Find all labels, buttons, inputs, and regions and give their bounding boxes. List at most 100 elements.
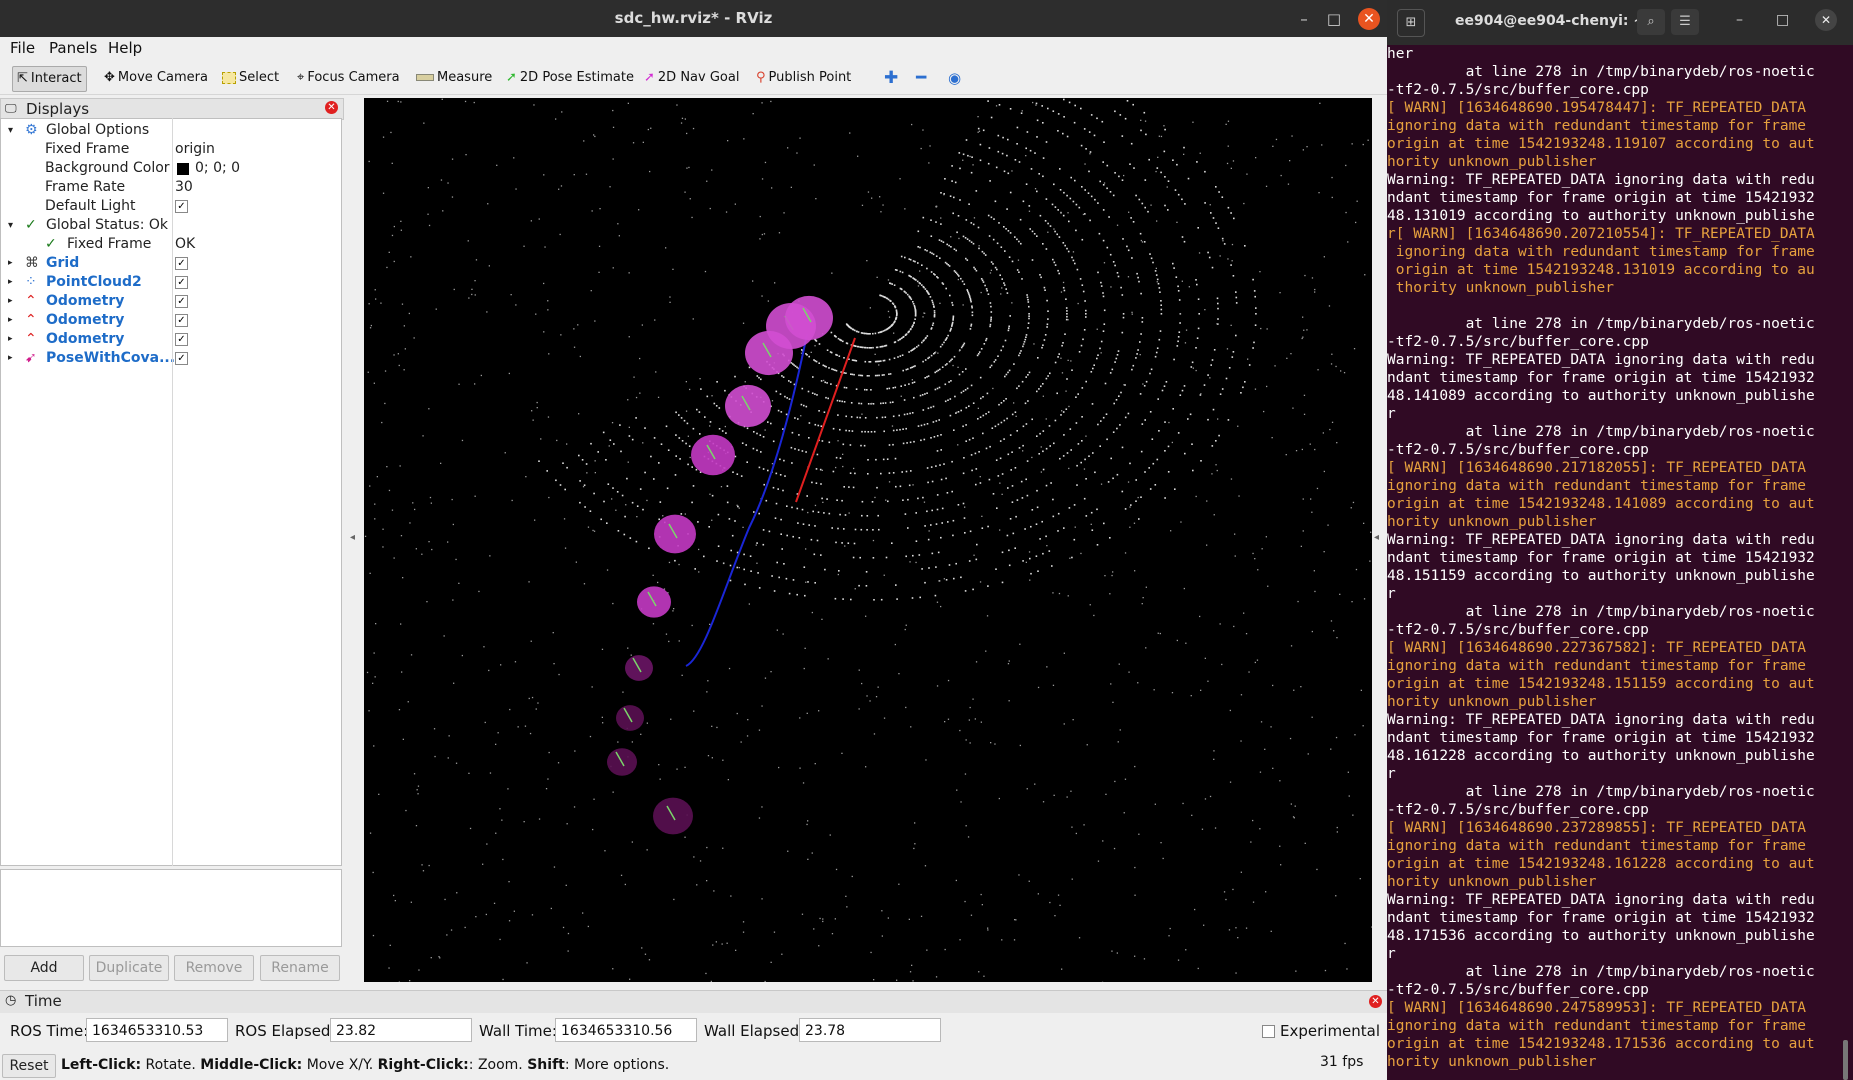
cloud-point <box>428 224 431 227</box>
tree-column-divider[interactable] <box>172 118 173 866</box>
checkbox[interactable]: ✓ <box>175 257 188 270</box>
cloud-point <box>925 290 928 292</box>
expand-arrow-icon[interactable]: ▸ <box>8 353 13 363</box>
cloud-point <box>1027 374 1029 376</box>
tree-row-status-fixed-frame[interactable]: ✓ Fixed Frame OK <box>1 235 341 254</box>
tree-row-pose-with-covariance[interactable]: ▸ ➹ PoseWithCova... ✓ <box>1 349 341 368</box>
cloud-point <box>832 470 835 473</box>
add-tool-icon[interactable]: ✚ <box>884 68 899 88</box>
cloud-point <box>453 682 455 684</box>
cloud-point <box>408 312 410 315</box>
rename-button[interactable]: Rename <box>260 955 340 981</box>
minimize-icon[interactable]: – <box>1736 12 1743 28</box>
maximize-icon[interactable]: □ <box>1326 10 1342 28</box>
move-camera-tool[interactable]: ✥ Move Camera <box>100 66 212 90</box>
cloud-point <box>777 488 779 490</box>
cloud-point <box>782 633 784 635</box>
checkbox[interactable]: ✓ <box>175 352 188 365</box>
terminal-output[interactable]: her at line 278 in /tmp/binarydeb/ros-no… <box>1387 45 1853 1080</box>
duplicate-button[interactable]: Duplicate <box>89 955 169 981</box>
expand-arrow-icon[interactable]: ▸ <box>8 258 13 268</box>
cloud-point <box>1318 192 1320 194</box>
panel-close-icon[interactable]: ✕ <box>1369 995 1382 1008</box>
cloud-point <box>1102 840 1104 842</box>
ros-elapsed-field[interactable]: 23.82 <box>330 1018 472 1042</box>
terminal-titlebar[interactable]: ⊞ ee904@ee904-chenyi: ~ ⌕ ☰ – □ ✕ <box>1387 0 1853 45</box>
new-tab-icon[interactable]: ⊞ <box>1397 9 1425 37</box>
collapse-arrow-icon[interactable]: ▾ <box>8 125 14 136</box>
checkbox[interactable]: ✓ <box>175 295 188 308</box>
close-icon[interactable]: ✕ <box>1815 9 1837 31</box>
tree-row-grid[interactable]: ▸ ⌘ Grid ✓ <box>1 254 341 273</box>
tree-row-background-color[interactable]: Background Color 0; 0; 0 <box>1 159 341 178</box>
menu-panels[interactable]: Panels <box>49 39 98 57</box>
close-icon[interactable]: ✕ <box>1358 8 1380 30</box>
tree-row-default-light[interactable]: Default Light ✓ <box>1 197 341 216</box>
left-splitter-handle[interactable]: ◂ <box>350 532 356 543</box>
checkbox[interactable]: ✓ <box>175 314 188 327</box>
color-swatch[interactable] <box>177 163 189 175</box>
maximize-icon[interactable]: □ <box>1776 12 1790 28</box>
scene-canvas[interactable] <box>364 98 1373 983</box>
cloud-point <box>1070 449 1072 451</box>
tree-row-odometry[interactable]: ▸ ⌃ Odometry ✓ <box>1 311 341 330</box>
collapse-arrow-icon[interactable]: ▾ <box>8 220 14 231</box>
tree-row-pointcloud2[interactable]: ▸ ⁘ PointCloud2 ✓ <box>1 273 341 292</box>
cloud-point <box>1084 300 1086 302</box>
add-button[interactable]: Add <box>4 955 84 981</box>
tree-row-global-status[interactable]: ▾ ✓ Global Status: Ok <box>1 216 341 235</box>
cloud-point <box>433 728 436 730</box>
right-splitter-handle[interactable]: ◂ <box>1374 532 1380 543</box>
search-icon[interactable]: ⌕ <box>1637 9 1665 35</box>
tree-row-frame-rate[interactable]: Frame Rate 30 <box>1 178 341 197</box>
tree-row-odometry[interactable]: ▸ ⌃ Odometry ✓ <box>1 330 341 349</box>
row-value[interactable]: 30 <box>175 179 193 195</box>
property-description <box>0 869 342 947</box>
menu-file[interactable]: File <box>10 39 36 57</box>
focus-camera-tool[interactable]: ⌖ Focus Camera <box>293 66 404 90</box>
ros-time-field[interactable]: 1634653310.53 <box>86 1018 228 1042</box>
expand-arrow-icon[interactable]: ▸ <box>8 277 13 287</box>
render-viewport[interactable] <box>364 98 1373 983</box>
terminal-scrollbar[interactable] <box>1843 1040 1848 1080</box>
cloud-point <box>1093 614 1095 617</box>
remove-tool-icon[interactable]: ━ <box>916 68 927 88</box>
interact-tool[interactable]: ⇱ Interact <box>12 66 87 92</box>
cloud-point <box>1212 408 1215 411</box>
checkbox[interactable]: ✓ <box>175 200 188 213</box>
wall-time-field[interactable]: 1634653310.56 <box>555 1018 697 1042</box>
measure-tool[interactable]: Measure <box>412 66 496 90</box>
select-tool[interactable]: Select <box>218 66 283 90</box>
panel-close-icon[interactable]: ✕ <box>325 101 338 114</box>
minimize-icon[interactable]: – <box>1300 10 1308 28</box>
tree-row-fixed-frame[interactable]: Fixed Frame origin <box>1 140 341 159</box>
cloud-point <box>782 489 784 492</box>
nav-goal-tool[interactable]: ➚ 2D Nav Goal <box>640 66 743 90</box>
cloud-point <box>771 575 773 577</box>
expand-arrow-icon[interactable]: ▸ <box>8 315 13 325</box>
cloud-point <box>854 359 856 362</box>
hamburger-menu-icon[interactable]: ☰ <box>1671 9 1699 35</box>
experimental-checkbox[interactable] <box>1262 1025 1275 1038</box>
pose-estimate-tool[interactable]: ➚ 2D Pose Estimate <box>502 66 638 90</box>
row-value[interactable]: origin <box>175 141 215 157</box>
cloud-point <box>997 355 999 357</box>
expand-arrow-icon[interactable]: ▸ <box>8 296 13 306</box>
remove-button[interactable]: Remove <box>174 955 254 981</box>
cloud-point <box>1097 202 1099 204</box>
row-value[interactable]: 0; 0; 0 <box>195 160 241 176</box>
publish-point-tool[interactable]: ⚲ Publish Point <box>752 66 855 90</box>
cloud-point <box>848 486 850 488</box>
tree-row-global-options[interactable]: ▾ ⚙ Global Options <box>1 121 341 140</box>
rviz-titlebar[interactable]: sdc_hw.rviz* - RViz – □ ✕ <box>0 0 1387 37</box>
tree-row-odometry[interactable]: ▸ ⌃ Odometry ✓ <box>1 292 341 311</box>
tool-properties-icon[interactable]: ◉ <box>948 69 962 87</box>
checkbox[interactable]: ✓ <box>175 333 188 346</box>
wall-elapsed-field[interactable]: 23.78 <box>799 1018 941 1042</box>
expand-arrow-icon[interactable]: ▸ <box>8 334 13 344</box>
checkbox[interactable]: ✓ <box>175 276 188 289</box>
reset-button[interactable]: Reset <box>2 1054 56 1078</box>
cloud-point <box>730 895 732 897</box>
menu-help[interactable]: Help <box>108 39 143 57</box>
cloud-point <box>1036 435 1038 437</box>
